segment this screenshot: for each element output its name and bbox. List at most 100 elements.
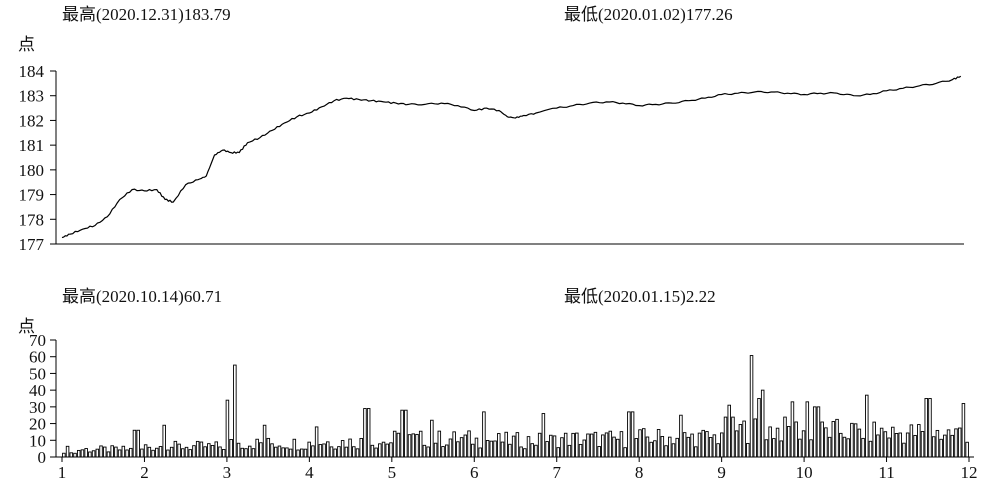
bar <box>902 442 906 458</box>
bar <box>500 441 505 458</box>
bar <box>935 429 940 458</box>
bar <box>199 441 204 458</box>
x-tick-label: 1 <box>58 463 67 482</box>
bar <box>366 408 371 458</box>
bar <box>214 441 219 458</box>
bar <box>694 446 698 458</box>
bar <box>928 398 932 458</box>
bar <box>891 426 895 458</box>
bar <box>459 437 464 458</box>
bar <box>210 445 215 458</box>
bar <box>560 437 564 458</box>
bar <box>865 394 869 458</box>
bar <box>181 448 185 458</box>
bar <box>604 432 609 458</box>
bar <box>266 437 271 458</box>
bar <box>775 427 780 458</box>
bar <box>207 443 211 458</box>
bar <box>114 446 118 458</box>
bar <box>757 398 761 458</box>
bar <box>842 436 847 458</box>
bar <box>705 431 709 458</box>
bar <box>188 449 192 458</box>
bar <box>229 439 233 458</box>
bar <box>411 433 416 458</box>
bar <box>931 436 936 458</box>
bar <box>456 441 460 458</box>
bar <box>563 432 568 458</box>
x-tick-label: 10 <box>796 463 813 482</box>
bar <box>288 448 293 458</box>
bar <box>835 418 839 458</box>
y-tick-label: 183 <box>19 87 45 106</box>
bar <box>418 430 423 458</box>
y-tick-label: 184 <box>19 62 45 81</box>
bar <box>448 438 453 458</box>
bar <box>731 416 735 458</box>
bar <box>277 445 282 458</box>
bar <box>812 406 817 458</box>
bar <box>638 429 642 458</box>
bar <box>567 444 572 458</box>
bar <box>541 413 546 458</box>
bar <box>489 440 494 458</box>
bar <box>601 434 605 458</box>
bar <box>497 433 501 458</box>
bar <box>307 441 311 458</box>
bar <box>340 440 345 458</box>
bar <box>679 414 683 458</box>
bar <box>437 430 442 458</box>
bar <box>894 433 899 458</box>
bar <box>954 428 958 458</box>
x-tick-label: 7 <box>552 463 561 482</box>
bar <box>883 431 888 458</box>
bar <box>764 439 769 458</box>
bar <box>549 434 553 458</box>
bar <box>723 416 728 458</box>
bar <box>720 432 724 458</box>
bar <box>589 433 594 458</box>
bar <box>91 450 96 458</box>
bar <box>898 432 902 458</box>
bar <box>370 444 375 458</box>
bar <box>682 432 687 458</box>
bar <box>649 441 653 458</box>
bar <box>645 436 650 458</box>
bar <box>333 448 337 458</box>
bar <box>117 449 122 458</box>
x-tick-label: 6 <box>470 463 479 482</box>
high-annotation: 最高(2020.10.14)60.71 <box>62 287 222 306</box>
x-tick-label: 9 <box>717 463 726 482</box>
bar <box>430 419 434 458</box>
bar <box>478 447 482 458</box>
bar <box>887 437 891 458</box>
bar <box>311 445 315 458</box>
bar <box>110 445 114 458</box>
bar <box>920 431 925 458</box>
y-tick-label: 20 <box>29 415 46 434</box>
bar <box>511 435 516 458</box>
bar <box>121 445 126 458</box>
bar <box>166 449 170 458</box>
bar <box>913 434 917 458</box>
bar <box>482 411 486 458</box>
bar <box>125 449 129 458</box>
bar <box>352 446 356 458</box>
y-tick-label: 0 <box>38 448 47 467</box>
bar <box>545 441 549 458</box>
bar <box>753 418 758 458</box>
bar <box>523 448 527 458</box>
y-tick-label: 30 <box>29 398 46 417</box>
bar <box>571 432 575 458</box>
bar <box>65 445 70 458</box>
bar <box>326 441 330 458</box>
bar <box>244 448 248 458</box>
x-tick-label: 4 <box>305 463 314 482</box>
bar <box>697 432 702 458</box>
bar <box>939 438 943 458</box>
bar <box>155 447 159 458</box>
bar <box>630 411 635 458</box>
y-tick-label: 178 <box>19 210 45 229</box>
bar <box>917 424 921 458</box>
bar <box>957 427 962 458</box>
